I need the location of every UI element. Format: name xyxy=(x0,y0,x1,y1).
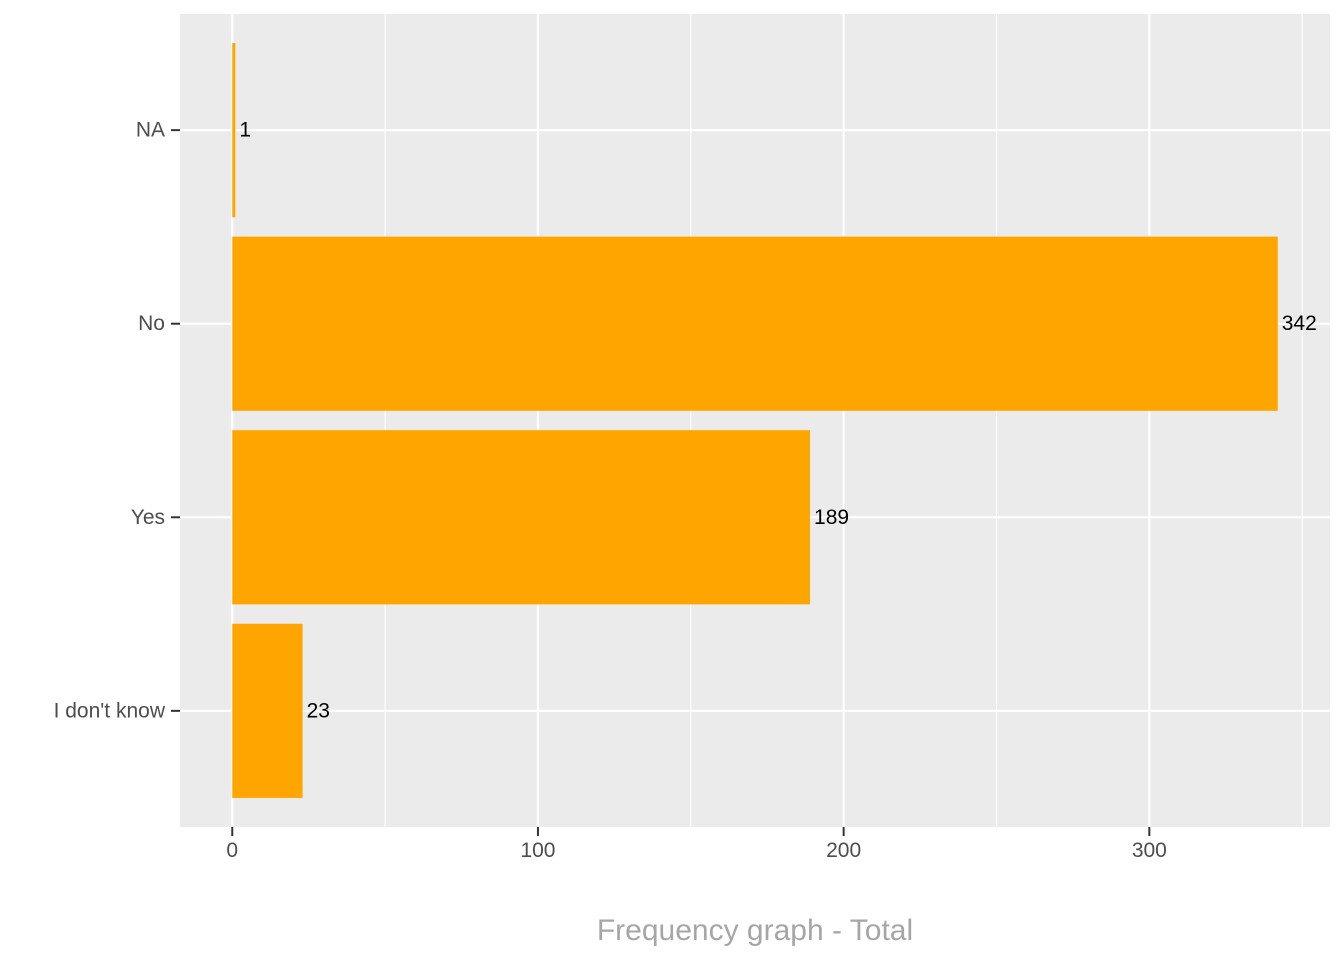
x-axis-title: Frequency graph - Total xyxy=(597,914,913,947)
y-tick-label: Yes xyxy=(131,506,165,529)
minor-gridlines xyxy=(384,14,1303,827)
plot-panel xyxy=(180,14,1330,827)
data-label: 342 xyxy=(1282,312,1317,335)
x-tick-label: 300 xyxy=(1132,839,1167,862)
bars xyxy=(232,43,1278,798)
bar xyxy=(232,43,236,218)
y-tick-label: No xyxy=(138,312,165,335)
data-labels: 23 189 342 1 xyxy=(239,119,1316,723)
y-tick-label: NA xyxy=(136,119,165,142)
x-tick-label: 200 xyxy=(826,839,861,862)
x-axis: 0 100 200 300 xyxy=(226,827,1167,862)
y-tick-label: I don't know xyxy=(54,699,166,722)
x-tick-label: 0 xyxy=(226,839,238,862)
bar xyxy=(232,236,1278,411)
data-label: 189 xyxy=(814,506,849,529)
bar xyxy=(232,430,811,605)
y-axis: I don't know Yes No NA xyxy=(54,119,180,722)
data-label: 23 xyxy=(307,699,330,722)
data-label: 1 xyxy=(239,119,251,142)
x-tick-label: 100 xyxy=(520,839,555,862)
bar xyxy=(232,623,303,798)
